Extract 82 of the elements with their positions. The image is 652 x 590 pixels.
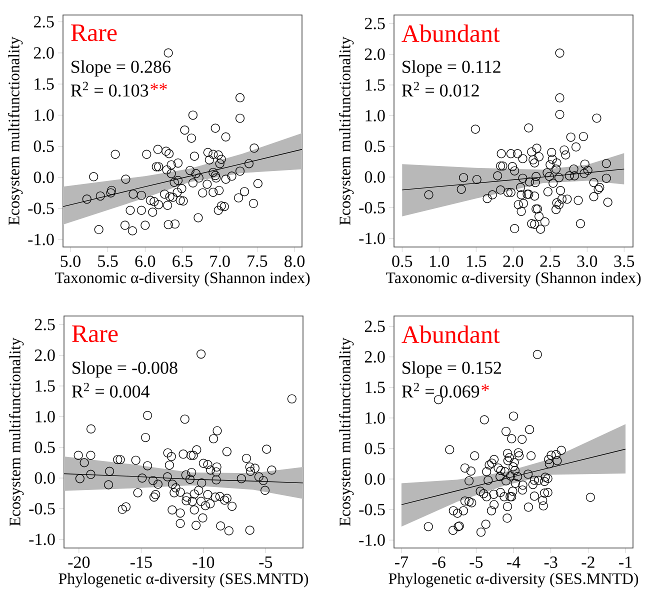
x-tick-label: -2 — [582, 556, 594, 568]
y-tick-label: 1.5 — [36, 380, 55, 392]
y-tick-label: 2.0 — [34, 47, 54, 59]
y-tick-label: 2.0 — [364, 351, 385, 363]
x-axis-title: Phylogenetic α-diversity (SES.MNTD) — [388, 572, 638, 588]
annotation: R$^{2}$ = 0.103 — [70, 82, 148, 97]
chart-title: Abundant — [402, 24, 500, 42]
annotation: ** — [150, 83, 167, 90]
x-tick-label: 1.0 — [430, 256, 450, 268]
x-axis-title: Phylogenetic α-diversity (SES.MNTD) — [58, 572, 308, 588]
y-tick-label: -0.5 — [29, 502, 55, 514]
x-tick-label: 7.5 — [248, 256, 268, 267]
x-tick-label: 3.0 — [577, 256, 598, 268]
y-tick-label: -1.0 — [28, 234, 54, 246]
annotation: Slope = 0.152 — [402, 361, 502, 378]
y-tick-label: -0.5 — [359, 504, 385, 516]
chart-title: Abundant — [402, 325, 500, 344]
y-tick-label: 0.5 — [34, 140, 54, 152]
y-tick-label: 0.5 — [364, 140, 385, 152]
y-tick-label: 2.5 — [364, 320, 385, 332]
y-tick-label: -1.0 — [29, 534, 55, 546]
annotation: Slope = 0.112 — [402, 60, 500, 77]
x-axis-title: Taxonomic α-diversity (Shannon index) — [386, 272, 641, 287]
y-axis-title: Ecosystem multifunctionality — [8, 338, 24, 526]
x-tick-label: -20 — [68, 556, 90, 568]
y-tick-label: 2.0 — [34, 350, 55, 362]
line-series — [63, 149, 302, 207]
x-tick-label: -7 — [395, 556, 408, 568]
y-tick-label: 0.0 — [364, 171, 385, 183]
x-tick-label: 7.0 — [210, 256, 230, 268]
annotation: R$^{2}$ = 0.012 — [402, 82, 479, 97]
x-tick-label: 2.0 — [503, 256, 524, 268]
y-axis-title: Ecosystem multifunctionality — [338, 36, 354, 225]
x-tick-label: 8.0 — [284, 256, 305, 268]
line-series — [401, 448, 626, 506]
y-tick-label: 1.5 — [34, 78, 54, 90]
annotation: Slope = 0.286 — [72, 60, 170, 77]
annotation: R$^{2}$ = 0.004 — [72, 382, 150, 398]
y-tick-label: 1.0 — [366, 412, 385, 424]
x-tick-label: -5 — [470, 556, 483, 568]
y-tick-label: 2.5 — [34, 318, 55, 330]
x-tick-label: 5.0 — [60, 256, 80, 268]
x-tick-label: -1 — [619, 556, 632, 568]
y-tick-label: 2.0 — [364, 48, 385, 60]
x-tick-label: 6.5 — [172, 256, 192, 268]
y-tick-label: 1.5 — [366, 382, 385, 394]
annotation: R$^{2}$ = 0.069 — [402, 382, 480, 398]
x-tick-label: -3 — [544, 556, 558, 568]
y-tick-label: 0.0 — [34, 472, 55, 484]
chart-title: Rare — [71, 24, 117, 42]
y-axis-title: Ecosystem multifunctionality — [338, 338, 354, 526]
y-tick-label: -1.0 — [359, 534, 385, 546]
y-tick-label: 0.5 — [34, 442, 55, 454]
annotation: Slope = -0.008 — [72, 361, 178, 378]
x-tick-label: -10 — [192, 556, 214, 568]
line-series — [402, 168, 624, 190]
y-tick-label: 1.0 — [36, 410, 55, 422]
y-tick-label: 0.5 — [364, 442, 385, 454]
y-tick-label: 2.5 — [34, 16, 54, 28]
x-tick-label: -6 — [432, 556, 446, 568]
x-tick-label: 3.5 — [614, 256, 634, 268]
x-tick-label: -4 — [507, 556, 520, 568]
y-tick-label: -1.0 — [359, 232, 385, 244]
chart-title: Rare — [72, 325, 118, 342]
y-tick-label: 1.0 — [366, 110, 385, 122]
x-tick-label: 6.0 — [135, 256, 156, 268]
x-tick-label: 1.5 — [467, 256, 486, 267]
y-tick-label: 1.0 — [34, 109, 54, 121]
y-tick-label: 1.5 — [366, 79, 385, 91]
x-tick-label: 2.5 — [540, 256, 560, 268]
y-tick-label: 0.0 — [34, 172, 54, 184]
y-tick-label: -0.5 — [28, 202, 54, 214]
y-tick-label: -0.5 — [359, 202, 385, 214]
x-tick-label: -15 — [130, 556, 152, 568]
x-axis-title: Taxonomic α-diversity (Shannon index) — [54, 272, 310, 287]
y-axis-title: Ecosystem multifunctionality — [8, 36, 23, 225]
annotation: * — [482, 384, 489, 391]
x-tick-label: 5.5 — [98, 256, 118, 267]
x-tick-label: 0.5 — [392, 256, 412, 268]
y-tick-label: 0.0 — [364, 473, 385, 485]
x-tick-label: -5 — [259, 556, 272, 568]
y-tick-label: 2.5 — [364, 18, 385, 30]
